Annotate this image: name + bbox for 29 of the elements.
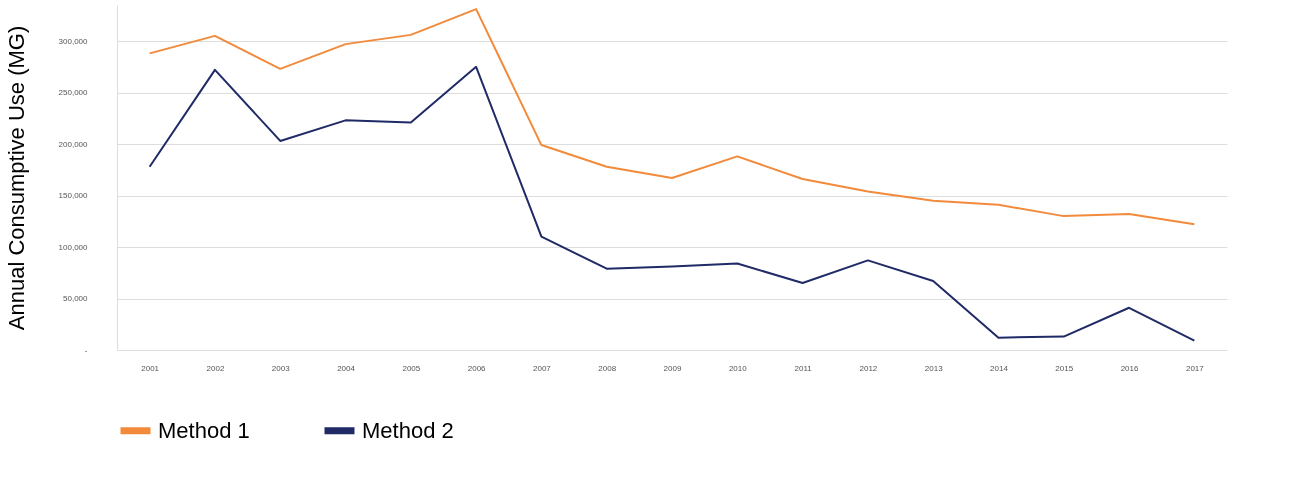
y-tick-label: 200,000 — [58, 139, 89, 149]
x-tick-label: 2005 — [402, 363, 421, 373]
x-tick-label: 2015 — [1055, 363, 1074, 373]
y-tick-label: 100,000 — [58, 242, 89, 252]
x-tick-label: 2014 — [990, 363, 1009, 373]
x-tick-label: 2016 — [1120, 363, 1140, 373]
y-tick-label: 250,000 — [58, 88, 89, 98]
legend-label: Method 1 — [158, 417, 250, 443]
x-tick-label: 2004 — [337, 363, 356, 373]
y-tick-label: 300,000 — [58, 36, 89, 46]
x-tick-label: 2009 — [663, 363, 682, 373]
x-tick-label: 2007 — [533, 363, 552, 373]
x-tick-label: 2011 — [794, 363, 813, 373]
y-tick-label: 50,000 — [63, 294, 89, 304]
x-tick-label: 2010 — [728, 363, 748, 373]
x-tick-label: 2002 — [206, 363, 225, 373]
y-axis-title: Annual Consumptive Use (MG) — [3, 25, 29, 331]
line-series — [148, 8, 1196, 226]
x-tick-label: 2001 — [141, 363, 160, 373]
line-series — [148, 65, 1196, 342]
x-tick-label: 2006 — [467, 363, 487, 373]
x-tick-label: 2008 — [598, 363, 617, 373]
y-tick-label: 150,000 — [58, 191, 89, 201]
x-tick-label: 2003 — [271, 363, 291, 373]
x-tick-label: 2012 — [859, 363, 878, 373]
y-tick-label: - — [84, 345, 88, 355]
x-tick-label: 2013 — [924, 363, 944, 373]
x-tick-label: 2017 — [1185, 363, 1205, 373]
legend-label: Method 2 — [362, 417, 454, 443]
